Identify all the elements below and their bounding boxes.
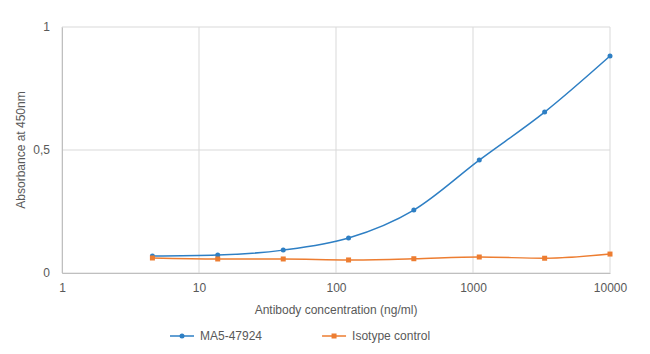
marker-group <box>542 256 547 261</box>
legend-item: MA5-47924 <box>170 329 262 343</box>
point <box>346 257 351 262</box>
point <box>281 256 286 261</box>
y-axis: 00,51 <box>33 20 62 280</box>
marks <box>150 54 613 263</box>
tick: 0,5 <box>33 143 62 157</box>
point <box>608 252 613 257</box>
point <box>477 158 482 163</box>
axis-line <box>62 28 63 274</box>
point <box>281 248 286 253</box>
plot: 11010010001000000,51 <box>33 20 627 294</box>
point <box>215 256 220 261</box>
marker-group <box>215 256 220 261</box>
tick-label: 10000 <box>594 281 628 295</box>
legend: MA5-47924 Isotype control <box>170 329 430 343</box>
legend-marker <box>180 334 185 339</box>
tick-label: 100 <box>326 281 346 295</box>
marker-group <box>477 158 482 163</box>
marker-group <box>150 255 155 260</box>
point <box>411 208 416 213</box>
tick-label: 0,5 <box>33 143 50 157</box>
y-axis-title: Absorbance at 450nm <box>14 91 28 208</box>
axis-line <box>63 273 611 274</box>
legend-label: Isotype control <box>352 329 430 343</box>
legend-item: Isotype control <box>322 329 430 343</box>
tick: 1 <box>43 20 62 34</box>
point <box>542 110 547 115</box>
marker-group <box>608 252 613 257</box>
grid-line <box>62 150 610 151</box>
x-axis-title: Antibody concentration (ng/ml) <box>255 303 418 317</box>
legend-label: MA5-47924 <box>200 329 262 343</box>
marker-group <box>608 54 613 59</box>
chart: 11010010001000000,51Antibody concentrati… <box>0 0 650 354</box>
grid <box>62 27 610 273</box>
point <box>411 256 416 261</box>
marker-group <box>281 248 286 253</box>
tick-label: 10 <box>193 281 207 295</box>
tick-label: 0 <box>43 266 50 280</box>
point <box>150 255 155 260</box>
marker-group <box>477 255 482 260</box>
legend-marker <box>332 334 337 339</box>
x-axis: 1 10 100 1000 10000 <box>59 273 627 295</box>
series-line <box>152 56 610 256</box>
point <box>608 54 613 59</box>
tick: 10000 <box>594 273 628 295</box>
tick: 10 <box>193 273 207 295</box>
marker-group <box>346 257 351 262</box>
tick: 1000 <box>460 273 487 295</box>
marker-group <box>346 236 351 241</box>
grid-line <box>62 273 610 274</box>
marker-group <box>411 256 416 261</box>
point <box>346 236 351 241</box>
tick: 1 <box>59 273 66 295</box>
grid-line <box>62 27 610 28</box>
series-line <box>152 254 610 260</box>
point <box>477 255 482 260</box>
legend-symbol <box>180 334 185 339</box>
tick: 100 <box>326 273 346 295</box>
marker-group <box>281 256 286 261</box>
grid-line <box>62 27 63 273</box>
legend-symbol <box>332 334 337 339</box>
tick-label: 1 <box>43 20 50 34</box>
tick-label: 1000 <box>460 281 487 295</box>
tick: 0 <box>43 266 62 280</box>
marker-group <box>542 110 547 115</box>
point <box>542 256 547 261</box>
tick-label: 1 <box>59 281 66 295</box>
marker-group <box>411 208 416 213</box>
